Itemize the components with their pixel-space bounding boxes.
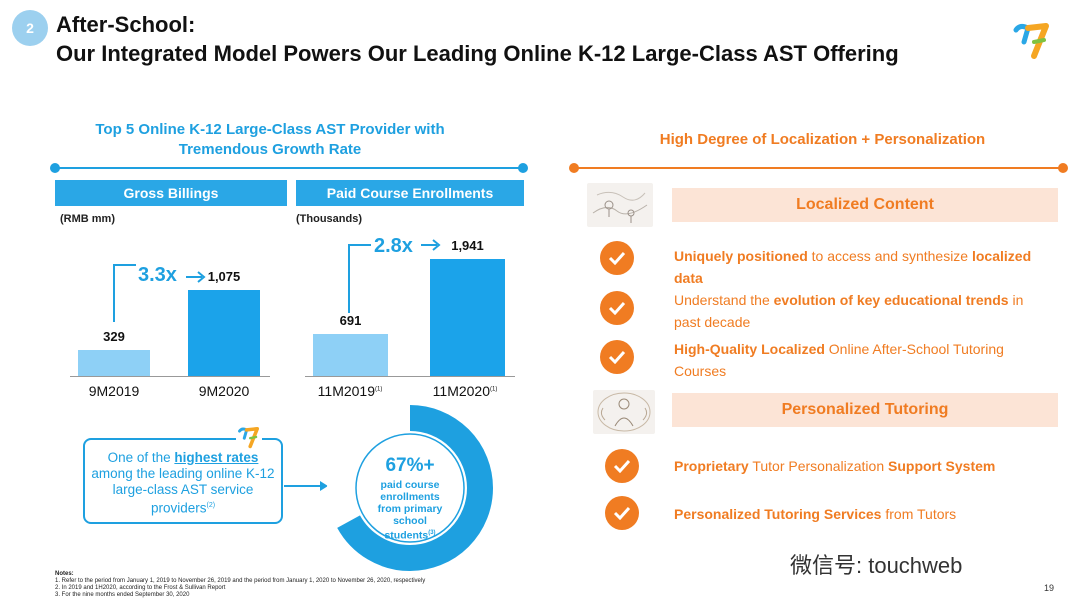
note-item: 1. Refer to the period from January 1, 2… — [55, 578, 426, 584]
value-label-9m2020: 1,075 — [207, 269, 241, 284]
bullet-bold: Uniquely positioned — [674, 248, 808, 264]
right-divider-dot — [1058, 163, 1068, 173]
bullet-localized-2: Understand the evolution of key educatio… — [674, 289, 1044, 333]
enrollments-unit: (Thousands) — [296, 213, 362, 225]
note-item: 3. For the nine months ended September 3… — [55, 592, 190, 598]
bullet-text: to access and synthesize — [807, 248, 972, 264]
callout-post: among the leading online K-12 large-clas… — [91, 465, 275, 516]
x-label-9m2019: 9M2019 — [88, 383, 140, 399]
callout-pre: One of the — [107, 449, 175, 465]
left-heading-line1: Top 5 Online K-12 Large-Class AST Provid… — [95, 121, 445, 138]
check-icon — [600, 340, 634, 374]
note-item: 2. In 2019 and 1H2020, according to the … — [55, 585, 226, 591]
map-sketch-icon — [587, 183, 653, 227]
callout-arrow-icon — [284, 481, 328, 491]
x-axis-line — [305, 376, 515, 377]
bullet-text: Tutor Personalization — [748, 458, 888, 474]
x-label-9m2020: 9M2020 — [198, 383, 250, 399]
company-logo-icon — [1013, 23, 1049, 59]
bullet-bold: evolution of key educational trends — [773, 292, 1009, 308]
bullet-bold: Proprietary — [674, 458, 749, 474]
bullet-text: Understand the — [674, 292, 774, 308]
enrollments-header: Paid Course Enrollments — [296, 180, 524, 206]
x-label-footnote: (1) — [490, 386, 498, 393]
gross-billings-unit: (RMB mm) — [60, 213, 115, 225]
x-label-text: 11M2020 — [432, 383, 490, 399]
check-icon — [600, 291, 634, 325]
callout-bold: highest rates — [174, 449, 259, 465]
x-label-footnote: (1) — [375, 386, 383, 393]
bar-9m2019 — [78, 350, 150, 376]
primary-school-share-donut — [327, 405, 493, 571]
left-heading-line2: Tremendous Growth Rate — [178, 141, 362, 158]
donut-line: school — [393, 515, 427, 527]
bullet-text: in past decade — [674, 292, 1024, 330]
growth-multiple-enrollments: 2.8x — [374, 235, 413, 257]
donut-line: paid course — [380, 479, 440, 491]
value-label-9m2019: 329 — [103, 329, 125, 344]
value-label-11m2019: 691 — [339, 313, 362, 328]
left-section-heading: Top 5 Online K-12 Large-Class AST Provid… — [60, 120, 480, 160]
growth-arrow-icon — [113, 264, 206, 322]
slide-title-line2: Our Integrated Model Powers Our Leading … — [56, 41, 899, 66]
donut-line: from primary — [377, 503, 443, 515]
left-divider-dot — [50, 163, 60, 173]
right-divider-dot — [569, 163, 579, 173]
gross-billings-header: Gross Billings — [55, 180, 287, 206]
bullet-bold: High-Quality Localized — [674, 341, 825, 357]
bullet-text: Online After-School Tutoring Courses — [674, 341, 1004, 379]
slide-number-badge: 2 — [12, 10, 48, 46]
footnotes: Notes: 1. Refer to the period from Janua… — [55, 571, 575, 599]
donut-primary-school-slice — [327, 405, 493, 571]
donut-line: enrollments — [380, 491, 440, 503]
wechat-watermark: 微信号: touchweb — [790, 553, 963, 578]
page-number: 19 — [1044, 583, 1055, 593]
right-section-heading: High Degree of Localization + Personaliz… — [659, 131, 986, 148]
donut-center-circle — [355, 433, 465, 543]
callout-footnote: (2) — [206, 501, 216, 509]
x-label-11m2020: 11M2020(1) — [420, 383, 510, 399]
bar-11m2020 — [430, 259, 505, 376]
donut-footnote: (3) — [428, 530, 436, 536]
left-divider — [55, 167, 525, 169]
bar-11m2019 — [313, 334, 388, 376]
right-divider — [573, 167, 1063, 169]
x-label-text: 11M2019 — [317, 383, 375, 399]
check-icon — [605, 449, 639, 483]
bullet-localized-1: Uniquely positioned to access and synthe… — [674, 245, 1034, 289]
left-divider-dot — [518, 163, 528, 173]
company-logo-icon — [236, 424, 262, 450]
bullet-localized-3: High-Quality Localized Online After-Scho… — [674, 338, 1004, 382]
donut-percentage: 67%+ — [385, 455, 435, 476]
growth-arrow-icon — [348, 239, 441, 313]
notes-heading: Notes: — [55, 571, 74, 577]
highest-rates-callout: One of the highest rates among the leadi… — [83, 438, 283, 524]
check-icon — [605, 496, 639, 530]
bullet-bold: localized data — [674, 248, 1032, 286]
x-label-11m2019: 11M2019(1) — [305, 383, 395, 399]
localized-content-header: Localized Content — [672, 188, 1058, 222]
bullet-tutoring-2: Personalized Tutoring Services from Tuto… — [674, 503, 1054, 525]
x-axis-line — [70, 376, 270, 377]
bullet-bold: Personalized Tutoring Services — [674, 506, 882, 522]
bullet-tutoring-1: Proprietary Tutor Personalization Suppor… — [674, 455, 1054, 477]
bullet-bold: Support System — [888, 458, 996, 474]
check-icon — [600, 241, 634, 275]
callout-text: One of the highest rates among the leadi… — [91, 450, 275, 517]
value-label-11m2020: 1,941 — [451, 238, 484, 253]
growth-multiple-gross-billings: 3.3x — [138, 264, 177, 286]
slide-title-line1: After-School: — [56, 12, 196, 37]
tutor-sketch-icon — [593, 390, 655, 434]
donut-line: students(3) — [350, 527, 470, 542]
donut-line-text: students — [384, 529, 429, 542]
donut-center-label: 67%+ paid course enrollments from primar… — [350, 455, 470, 542]
bar-9m2020 — [188, 290, 260, 376]
personalized-tutoring-header: Personalized Tutoring — [672, 393, 1058, 427]
bullet-text: from Tutors — [881, 506, 957, 522]
